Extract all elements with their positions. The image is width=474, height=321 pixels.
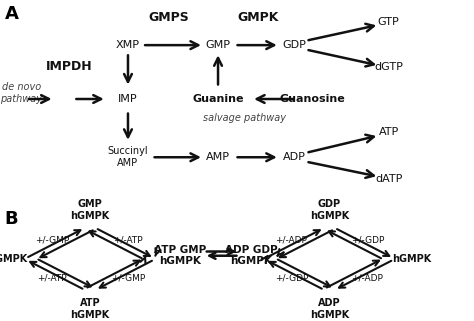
Text: Guanosine: Guanosine <box>280 94 346 104</box>
Text: ATP GMP
hGMPK: ATP GMP hGMPK <box>154 245 206 266</box>
Text: IMPDH: IMPDH <box>46 60 92 74</box>
Text: +/-GMP: +/-GMP <box>111 274 145 283</box>
Text: ADP GDP
hGMPK: ADP GDP hGMPK <box>225 245 278 266</box>
Text: ADP
hGMPK: ADP hGMPK <box>310 298 349 320</box>
Text: hGMPK: hGMPK <box>0 254 27 264</box>
Text: AMP: AMP <box>206 152 230 162</box>
Text: +/-ATP: +/-ATP <box>37 274 67 283</box>
Text: GMPS: GMPS <box>148 11 189 24</box>
Text: dGTP: dGTP <box>374 62 403 72</box>
Text: Succinyl
AMP: Succinyl AMP <box>108 146 148 168</box>
Text: ATP
hGMPK: ATP hGMPK <box>71 298 109 320</box>
Text: +/-GDP: +/-GDP <box>275 274 308 283</box>
Text: +/-GMP: +/-GMP <box>35 236 69 245</box>
Text: GMP
hGMPK: GMP hGMPK <box>71 199 109 221</box>
Text: GMP: GMP <box>206 40 230 50</box>
Text: +/-ADP: +/-ADP <box>351 274 383 283</box>
Text: GDP
hGMPK: GDP hGMPK <box>310 199 349 221</box>
Text: A: A <box>5 5 18 23</box>
Text: salvage pathway: salvage pathway <box>202 113 286 123</box>
Text: GMPK: GMPK <box>237 11 279 24</box>
Text: de novo
pathway: de novo pathway <box>0 82 42 104</box>
Text: hGMPK: hGMPK <box>392 254 432 264</box>
Text: GTP: GTP <box>378 17 400 27</box>
Text: XMP: XMP <box>116 40 140 50</box>
Text: ATP: ATP <box>379 127 399 137</box>
Text: +/-GDP: +/-GDP <box>351 236 384 245</box>
Text: B: B <box>5 210 18 228</box>
Text: IMP: IMP <box>118 94 138 104</box>
Text: dATP: dATP <box>375 174 402 184</box>
Text: +/-ADP: +/-ADP <box>275 236 308 245</box>
Text: ADP: ADP <box>283 152 305 162</box>
Text: +/-ATP: +/-ATP <box>113 236 143 245</box>
Text: Guanine: Guanine <box>192 94 244 104</box>
Text: GDP: GDP <box>282 40 306 50</box>
